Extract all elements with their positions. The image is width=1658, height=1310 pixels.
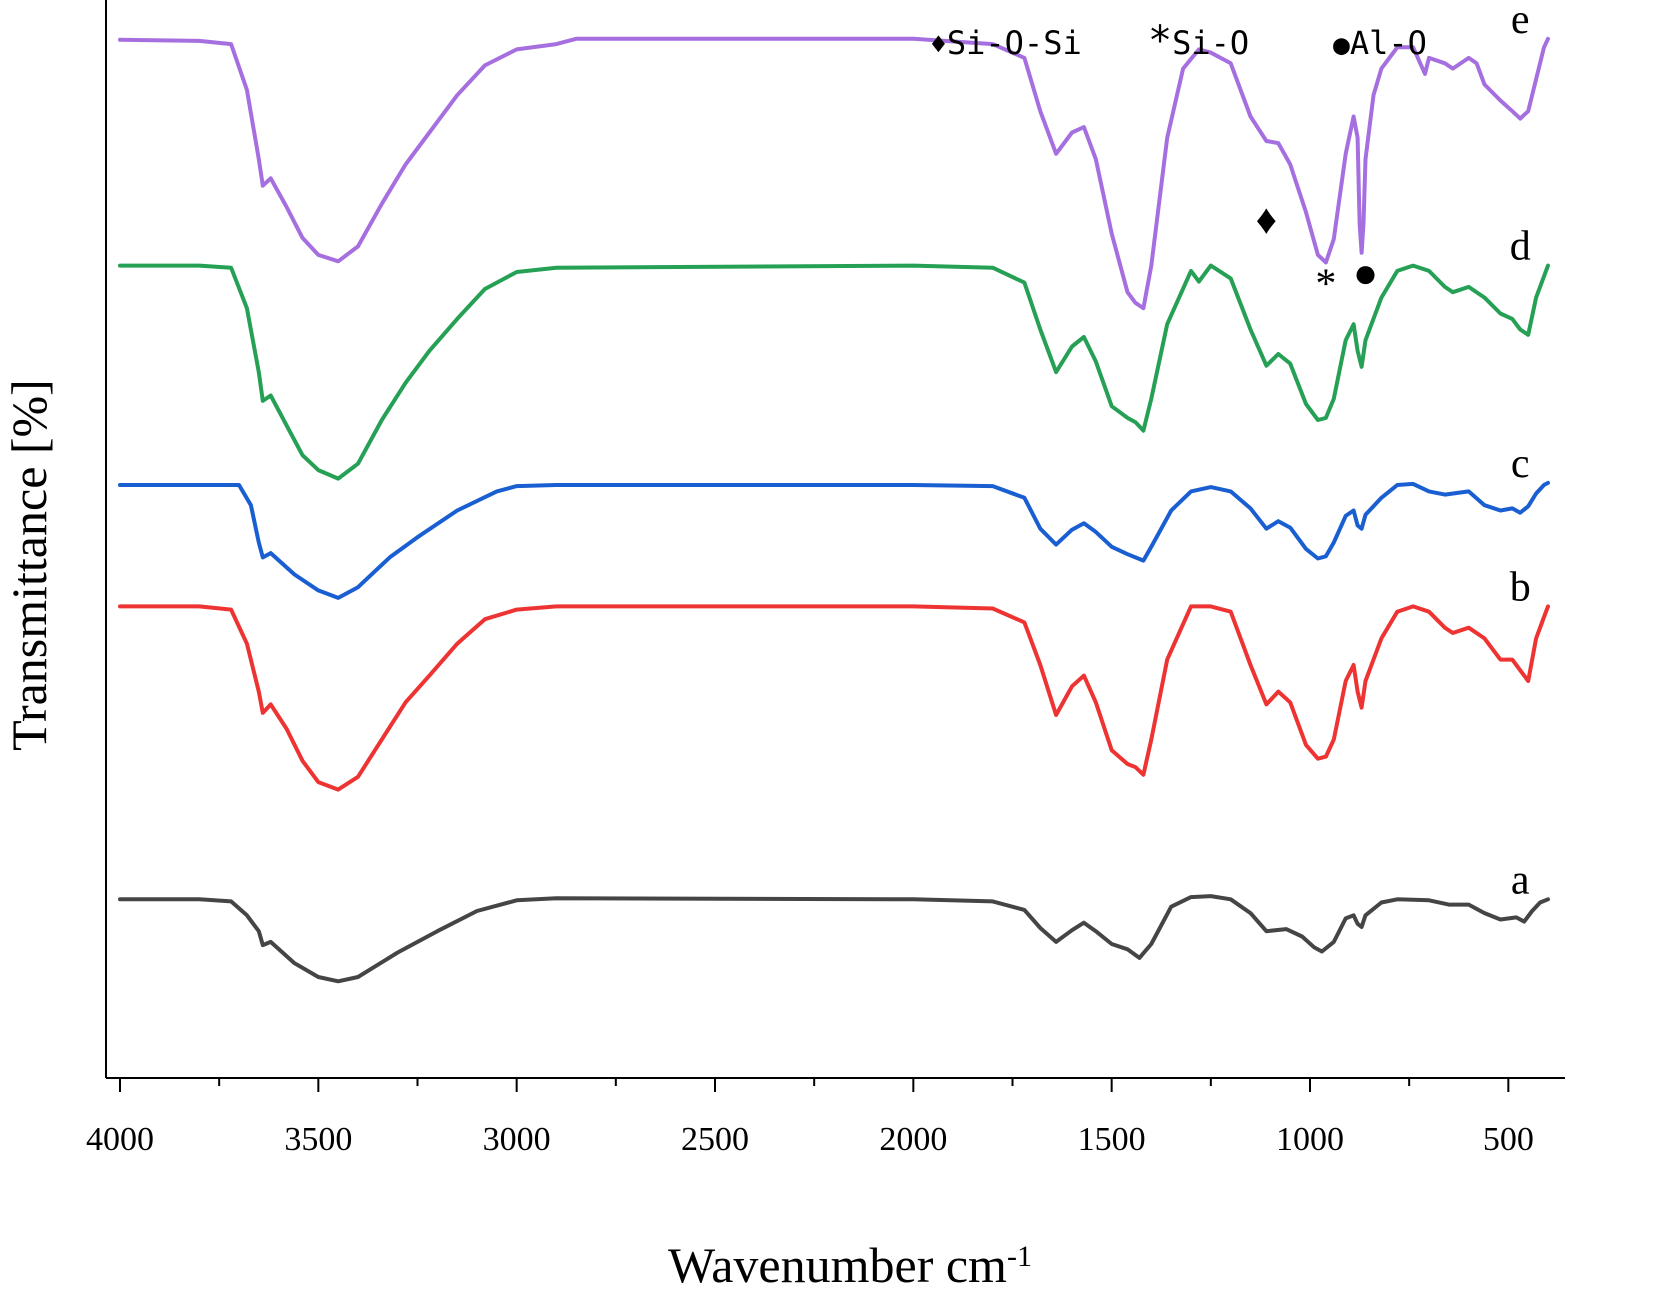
series-labels: a b c d e xyxy=(1510,0,1531,903)
x-axis-title-sup: -1 xyxy=(1007,1240,1032,1273)
x-axis-title-main: Wavenumber cm xyxy=(668,1237,1007,1293)
x-axis: 4000 3500 3000 2500 2000 1500 1000 500 xyxy=(86,1078,1534,1158)
x-axis-title: Wavenumber cm-1 xyxy=(668,1237,1032,1293)
annotation-marker-0: ♦ xyxy=(1256,198,1277,244)
legend-entry-0: ♦Si-O-Si xyxy=(930,24,1082,62)
x-tick-label: 500 xyxy=(1483,1121,1534,1158)
series-label-c: c xyxy=(1511,441,1530,487)
plot-area xyxy=(105,0,1565,1079)
peak-annotations: ♦ * ● xyxy=(1256,198,1379,308)
series-line-d xyxy=(118,263,1550,481)
series-line-c xyxy=(118,480,1550,600)
legend-entry-1: *Si-O xyxy=(1148,18,1249,64)
legend-symbol: * xyxy=(1148,18,1172,64)
annotation-marker-2: ● xyxy=(1353,251,1378,297)
legend-symbol: ♦ xyxy=(930,28,947,61)
x-tick-label: 1000 xyxy=(1276,1121,1344,1158)
x-tick-label: 2000 xyxy=(879,1121,947,1158)
legend-label: Si-O-Si xyxy=(947,24,1082,62)
legend-label: Al-O xyxy=(1350,24,1427,62)
series-line-e xyxy=(118,36,1550,311)
legend: ♦Si-O-Si *Si-O ●Al-O xyxy=(930,18,1427,64)
series-curves xyxy=(118,36,1550,984)
annotation-marker-1: * xyxy=(1315,262,1336,308)
legend-entry-2: ●Al-O xyxy=(1333,24,1427,62)
series-label-d: d xyxy=(1510,224,1531,270)
x-tick-label: 3000 xyxy=(483,1121,551,1158)
legend-label: Si-O xyxy=(1172,24,1249,62)
x-tick-label: 2500 xyxy=(681,1121,749,1158)
x-tick-label: 1500 xyxy=(1078,1121,1146,1158)
x-tick-label: 4000 xyxy=(86,1121,154,1158)
series-label-b: b xyxy=(1510,564,1531,610)
legend-symbol: ● xyxy=(1333,28,1350,61)
series-label-a: a xyxy=(1511,857,1530,903)
x-tick-label: 3500 xyxy=(284,1121,352,1158)
series-line-b xyxy=(118,604,1550,792)
y-axis-title: Transmittance [%] xyxy=(1,379,57,751)
series-line-a xyxy=(118,894,1550,984)
series-label-e: e xyxy=(1511,0,1530,43)
